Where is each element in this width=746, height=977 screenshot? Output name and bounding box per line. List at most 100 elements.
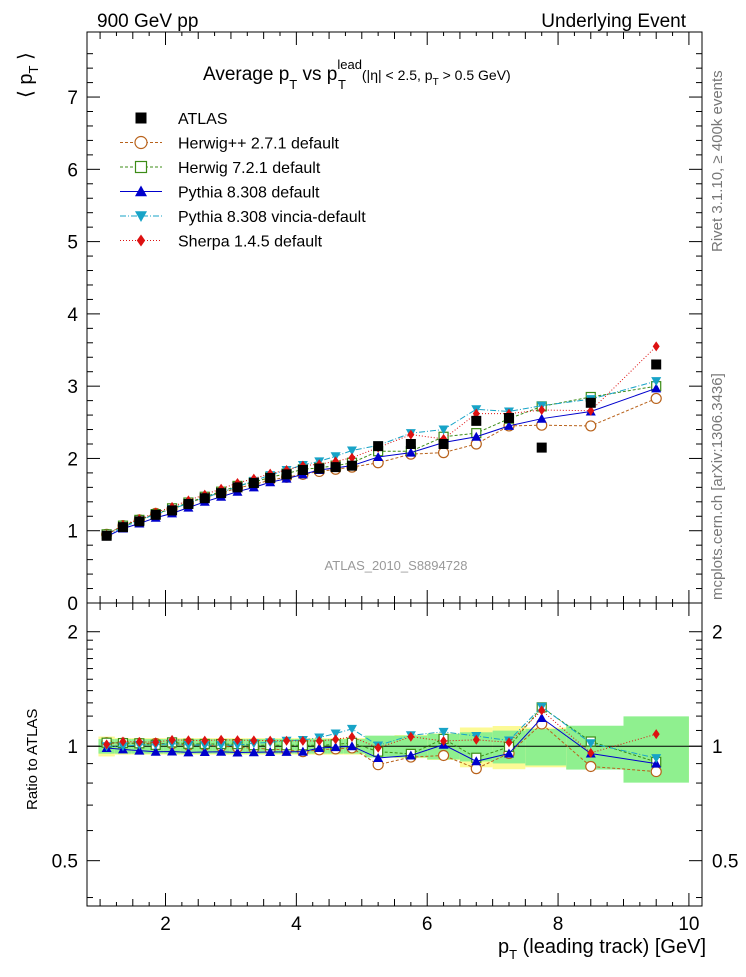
legend-entry-pythia: Pythia 8.308 default [120, 185, 320, 202]
ratio-point-vincia [651, 754, 662, 764]
ratio-band-stat [566, 725, 624, 770]
ratio-point-sherpa [168, 734, 176, 745]
ratio-point-sherpa [283, 735, 291, 746]
ratio-point-herwigpp [437, 749, 450, 762]
point-atlas [373, 441, 384, 452]
ratio-point-sherpa [472, 734, 480, 745]
legend-label-pythia: Pythia 8.308 default [178, 185, 320, 202]
legend-marker-vincia [135, 211, 147, 222]
point-pythia [373, 451, 384, 461]
legend-entry-atlas: ATLAS [135, 111, 228, 128]
ratio-point-sherpa [135, 736, 143, 747]
analysis-watermark: ATLAS_2010_S8894728 [325, 558, 468, 573]
ratio-point-pythia [471, 756, 482, 766]
ratio-point-pythia [281, 746, 292, 756]
point-atlas [101, 530, 112, 541]
y-tick-label-ratio: 2 [67, 623, 78, 644]
y-tick-label-main: 2 [67, 449, 78, 470]
point-atlas [405, 438, 416, 449]
ratio-point-pythia [134, 745, 145, 755]
ratio-point-pythia [150, 746, 161, 756]
y-tick-label-main: 5 [67, 233, 78, 254]
ratio-point-herwigpp [585, 760, 597, 773]
ratio-point-vincia [330, 729, 341, 739]
ratio-point-sherpa [250, 735, 258, 746]
legend-label-vincia: Pythia 8.308 vincia-default [178, 209, 366, 226]
legend-label-herwigpp: Herwig++ 2.7.1 default [178, 136, 340, 153]
ratio-point-vincia [216, 741, 227, 751]
ratio-point-sherpa [217, 734, 225, 745]
ratio-point-pythia [405, 750, 416, 760]
legend-entry-vincia: Pythia 8.308 vincia-default [120, 209, 366, 226]
y-tick-label-main: 4 [67, 305, 78, 326]
point-pythia [536, 413, 547, 423]
point-pythia [503, 420, 514, 430]
point-herwigpp [437, 447, 450, 459]
y-tick-label-ratio-right: 0.5 [712, 852, 738, 873]
ratio-point-sherpa [374, 742, 382, 753]
point-pythia [405, 447, 416, 457]
ratio-point-sherpa [505, 737, 513, 748]
point-atlas [471, 415, 482, 426]
y-tick-label-main: 6 [67, 160, 78, 181]
ratio-point-vincia [117, 742, 128, 752]
ratio-point-pythia [297, 746, 308, 756]
ratio-point-pythia [373, 753, 384, 763]
y-tick-label-main: 0 [67, 594, 78, 615]
point-pythia [651, 383, 662, 393]
ratio-point-vincia [232, 741, 243, 751]
point-atlas [134, 516, 145, 527]
legend-marker-herwig7 [134, 160, 148, 174]
point-sherpa [348, 452, 356, 463]
x-tick-label: 6 [422, 914, 433, 935]
ratio-point-pythia [183, 747, 194, 757]
ratio-point-vincia [183, 741, 194, 751]
rivet-label: Rivet 3.1.10, ≥ 400k events [709, 70, 726, 252]
plot-title: Average pT vs plead T(|η| < 2.5, pT > 0.5… [203, 57, 511, 92]
ratio-point-sherpa [201, 735, 209, 746]
point-atlas [199, 493, 210, 504]
ratio-point-sherpa [315, 735, 323, 746]
point-atlas [536, 442, 547, 453]
legend: ATLAS Herwig++ 2.7.1 default Herwig 7.2.1 … [120, 111, 366, 251]
point-atlas [346, 460, 357, 471]
legend-label-sherpa: Sherpa 1.4.5 default [178, 234, 323, 251]
ratio-point-vincia [585, 739, 596, 749]
legend-entry-herwigpp: Herwig++ 2.7.1 default [120, 136, 340, 153]
ratio-point-pythia [216, 746, 227, 756]
ratio-point-vincia [438, 727, 449, 737]
point-atlas [438, 438, 449, 449]
ratio-point-pythia [248, 747, 259, 757]
point-atlas [585, 397, 596, 408]
ratio-point-sherpa [440, 736, 448, 747]
point-pythia [471, 431, 482, 441]
header-left: 900 GeV pp [97, 11, 198, 32]
point-herwigpp [650, 392, 662, 405]
y-tick-label-main: 3 [67, 377, 78, 398]
x-tick-label: 10 [678, 914, 699, 935]
point-vincia [438, 425, 449, 435]
ratio-point-pythia [232, 747, 243, 757]
point-sherpa [587, 405, 595, 416]
ratio-point-pythia [330, 742, 341, 752]
ratio-point-sherpa [407, 731, 415, 742]
ratio-point-sherpa [119, 736, 127, 747]
ratio-point-pythia [503, 748, 514, 758]
x-tick-label: 8 [553, 914, 564, 935]
point-atlas [297, 465, 308, 476]
y-main-axis-label: ⟨ pT ⟩ [15, 52, 41, 98]
point-atlas [183, 498, 194, 509]
ratio-line-vincia [106, 706, 657, 759]
ratio-point-pythia [265, 747, 276, 757]
ratio-point-sherpa [332, 734, 340, 745]
y-tick-label-ratio-right: 1 [712, 737, 723, 758]
point-sherpa [407, 429, 415, 440]
plot-layer: 2 4 6 8 10 0 1 2 3 4 5 6 7 0.5 0.5 1 1 2 2 [52, 31, 738, 935]
ratio-point-sherpa [266, 735, 274, 746]
ratio-point-sherpa [299, 735, 307, 746]
ratio-point-vincia [346, 724, 357, 734]
point-atlas [216, 488, 227, 499]
legend-entry-herwig7: Herwig 7.2.1 default [120, 160, 321, 177]
point-atlas [503, 412, 514, 423]
